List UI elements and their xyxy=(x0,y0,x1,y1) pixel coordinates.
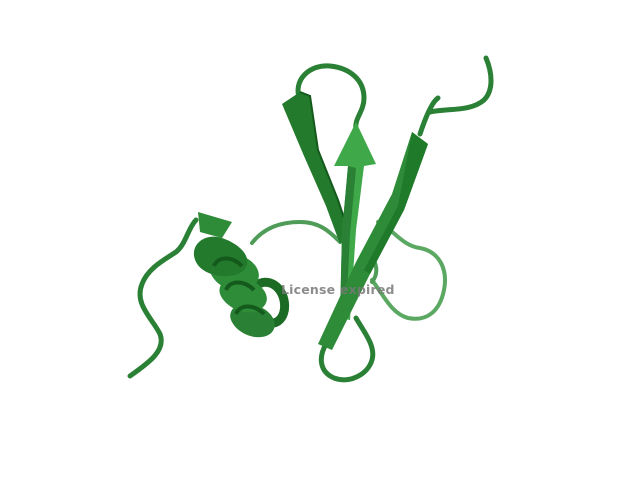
beta-strand-left-edge xyxy=(299,91,351,237)
loop-coil-n-terminus xyxy=(127,217,199,379)
front-loops xyxy=(127,55,494,383)
loop-coil-top xyxy=(295,63,367,133)
helix-inner-shadow-1 xyxy=(212,256,244,268)
license-watermark: License expired xyxy=(281,282,395,297)
alpha-helix xyxy=(193,212,290,338)
helix-cap xyxy=(198,212,232,238)
beta-strand-left xyxy=(282,92,350,244)
beta-sheet xyxy=(282,91,428,350)
beta-strand-right-highlight xyxy=(364,132,428,274)
loop-coil-back-1 xyxy=(250,220,342,245)
loop-coil-c-terminus xyxy=(417,55,494,137)
loop-coil-bottom xyxy=(318,315,376,383)
helix-inner-shadow-2 xyxy=(224,280,256,292)
helix-inner-shadow-3 xyxy=(234,304,266,316)
loop-coil-back-2 xyxy=(370,220,447,321)
beta-strand-right-arrow xyxy=(318,132,428,350)
beta-strand-center-shade xyxy=(340,166,356,318)
helix-turn-1 xyxy=(193,236,248,277)
